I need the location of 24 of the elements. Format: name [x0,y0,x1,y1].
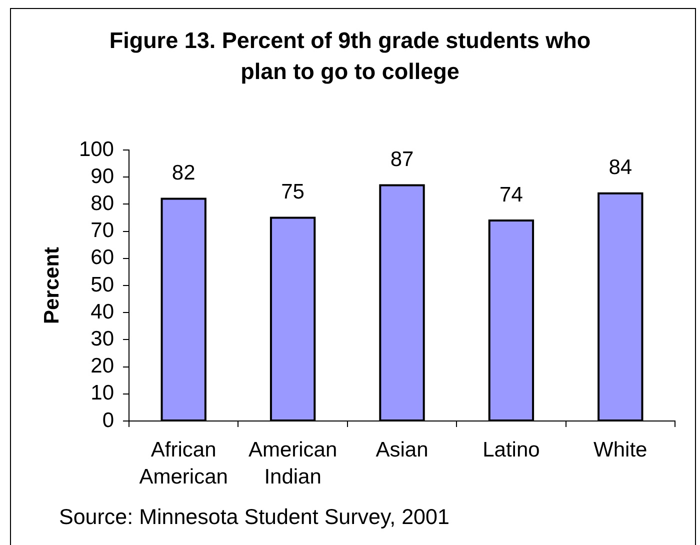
y-tick-label: 50 [90,273,114,296]
y-tick-label: 30 [90,327,114,350]
data-label: 75 [281,180,304,204]
data-label: 87 [390,148,414,172]
y-tick-label: 70 [90,219,114,242]
x-tick-label: Latino [482,438,540,462]
y-tick-label: 40 [90,300,114,324]
y-tick-label: 0 [102,408,114,432]
x-tick-label: American Indian [248,438,338,489]
y-tick-label: 90 [90,164,114,188]
y-tick-label: 100 [78,138,114,161]
y-tick-label: 10 [90,382,114,405]
chart-title: Figure 13. Percent of 9th grade students who plan to go to college [108,27,592,86]
y-axis-title: Percent [40,246,64,324]
x-tick-label: Asian [376,438,428,462]
y-tick-label: 80 [90,192,114,215]
x-tick-label: African American [139,438,228,489]
data-label: 74 [500,183,524,206]
x-tick-label: White [594,438,648,462]
y-tick-label: 60 [90,246,114,270]
data-label: 82 [172,162,196,185]
y-tick-label: 20 [90,354,114,378]
source-note: Source: Minnesota Student Survey, 2001 [59,505,450,529]
data-label: 84 [608,156,632,180]
